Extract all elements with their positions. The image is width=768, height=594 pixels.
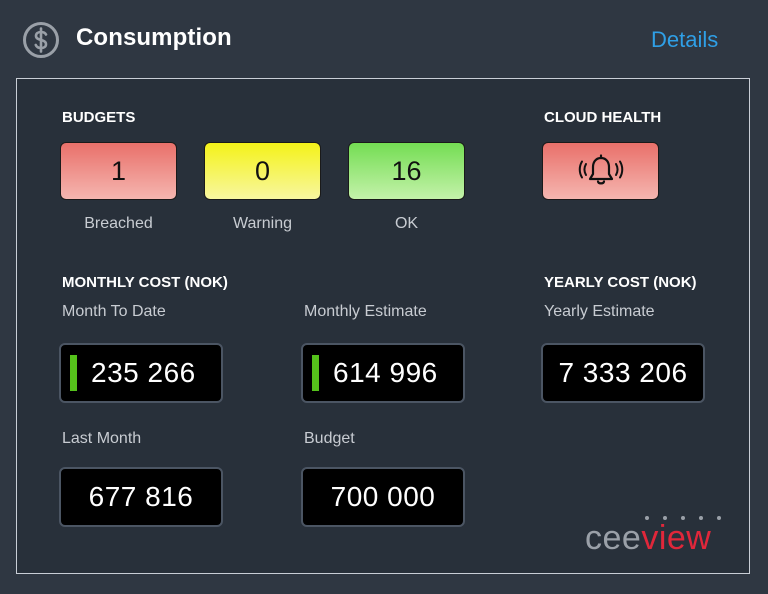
monthly-estimate-value-box: 614 996 bbox=[301, 343, 465, 403]
last-month-value: 677 816 bbox=[88, 481, 194, 512]
budget-breached-box[interactable]: 1 bbox=[60, 142, 177, 200]
budget-value-box: 700 000 bbox=[301, 467, 465, 527]
ceeview-logo: ceeview bbox=[585, 515, 735, 558]
consumption-panel: BUDGETS 1 Breached 0 Warning 16 OK CLOUD… bbox=[16, 78, 750, 574]
yearly-estimate-value-box: 7 333 206 bbox=[541, 343, 705, 403]
budget-label: Budget bbox=[304, 430, 355, 447]
cloud-health-heading: CLOUD HEALTH bbox=[544, 109, 662, 126]
widget-header: Consumption Details bbox=[0, 0, 768, 78]
yearly-cost-heading: YEARLY COST (NOK) bbox=[544, 274, 697, 291]
budget-warning-count: 0 bbox=[254, 155, 271, 186]
dollar-circle-icon bbox=[23, 22, 59, 58]
progress-indicator bbox=[312, 355, 319, 391]
alarm-bell-icon bbox=[578, 154, 623, 185]
budget-value: 700 000 bbox=[330, 481, 436, 512]
cloud-health-status-box[interactable] bbox=[542, 142, 659, 200]
logo-text-cee: cee bbox=[585, 519, 642, 557]
budget-ok-count: 16 bbox=[391, 155, 422, 186]
yearly-estimate-label: Yearly Estimate bbox=[544, 303, 655, 320]
logo-text-view: view bbox=[641, 519, 712, 557]
last-month-label: Last Month bbox=[62, 430, 142, 447]
monthly-estimate-value: 614 996 bbox=[333, 357, 438, 388]
budget-breached-caption: Breached bbox=[84, 215, 153, 232]
monthly-estimate-label: Monthly Estimate bbox=[304, 303, 427, 320]
widget-title: Consumption bbox=[76, 24, 232, 51]
budget-ok-caption: OK bbox=[394, 215, 419, 232]
budget-breached-count: 1 bbox=[110, 155, 127, 186]
last-month-value-box: 677 816 bbox=[59, 467, 223, 527]
month-to-date-label: Month To Date bbox=[62, 303, 166, 320]
budget-ok-box[interactable]: 16 bbox=[348, 142, 465, 200]
logo-dots bbox=[645, 516, 721, 520]
progress-indicator bbox=[70, 355, 77, 391]
month-to-date-value: 235 266 bbox=[91, 357, 196, 388]
monthly-cost-heading: MONTHLY COST (NOK) bbox=[62, 274, 228, 291]
yearly-estimate-value: 7 333 206 bbox=[558, 357, 688, 388]
budget-warning-caption: Warning bbox=[233, 215, 292, 232]
logo-text: ceeview bbox=[585, 519, 711, 558]
details-link[interactable]: Details bbox=[651, 27, 719, 52]
budgets-heading: BUDGETS bbox=[62, 109, 136, 126]
month-to-date-value-box: 235 266 bbox=[59, 343, 223, 403]
budget-warning-box[interactable]: 0 bbox=[204, 142, 321, 200]
